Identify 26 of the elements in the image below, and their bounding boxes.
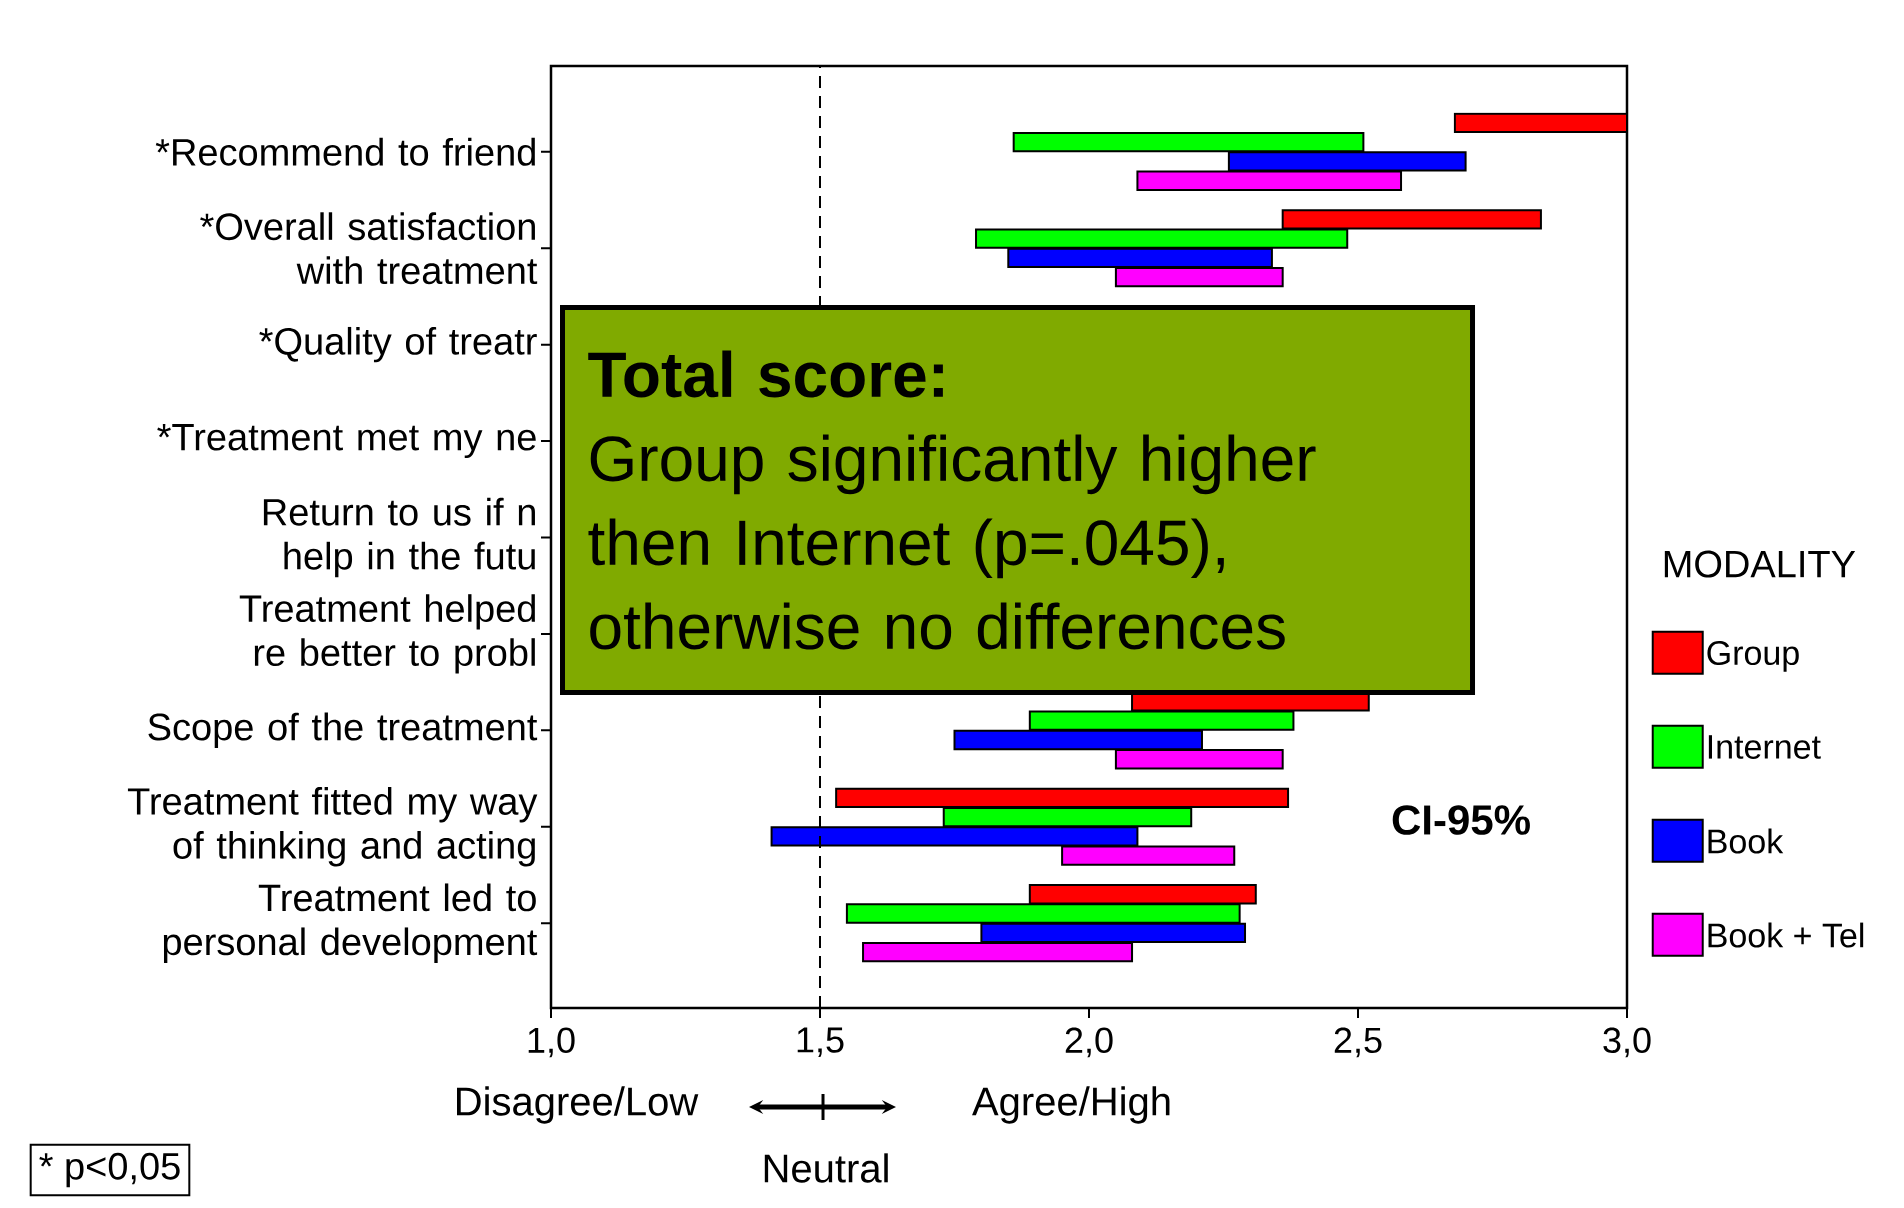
x-tick-label: 1,0 [528, 1027, 575, 1058]
y-tick-label: Treatment led to personal development [163, 883, 538, 963]
text: Disagree/Low [457, 1086, 699, 1124]
legend-label: Book + Tel [1708, 922, 1864, 948]
annotation: Total score: [588, 350, 943, 398]
annotation: CI-95% [1392, 805, 1530, 835]
y-tick-label: Scope of the treatment [148, 712, 538, 749]
legend-label: Book [1708, 828, 1784, 854]
annotation: Group significantly higher then Internet (p=.045), otherwise no differences [588, 434, 1316, 650]
text: * p<0,05 [39, 1152, 180, 1188]
x-tick-label: 2,0 [1065, 1027, 1113, 1058]
x-tick-label: 3,0 [1603, 1027, 1651, 1058]
x-tick-label: 1,5 [797, 1027, 844, 1057]
text: Neutral [764, 1153, 888, 1183]
y-tick-label: Treatment fitted my way of thinking and acting [127, 787, 538, 867]
y-tick-label: *Treatment met my ne [157, 424, 536, 459]
y-tick-label: Treatment helped re better to probl [239, 594, 535, 674]
text: Agree/High [972, 1086, 1170, 1124]
y-tick-label: *Overall satisfaction with treatment [200, 212, 538, 285]
legend-label: Internet [1708, 735, 1821, 759]
x-tick-label: 2,5 [1334, 1027, 1382, 1058]
legend-label: Group [1707, 641, 1799, 672]
legend-title: MODALITY [1664, 550, 1856, 578]
y-tick-label: *Quality of treatr [259, 326, 537, 363]
y-tick-label: Return to us if n help in the futu [263, 497, 535, 578]
y-tick-label: *Recommend to friend [155, 137, 535, 166]
